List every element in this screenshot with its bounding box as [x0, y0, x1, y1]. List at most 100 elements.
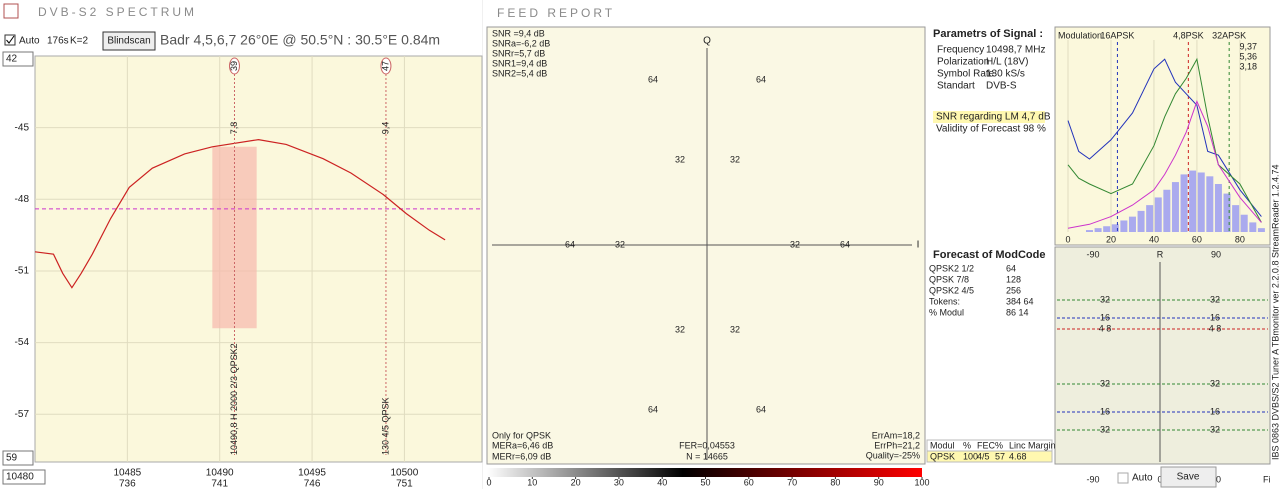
marker-level: 7,8 [229, 122, 239, 135]
phase-top-label: 90 [1211, 249, 1221, 259]
x-tick-label: 10500 [391, 468, 419, 479]
marker-label: 39 [229, 61, 239, 71]
auto-label: Auto [1132, 473, 1153, 484]
param-value: 130 kS/s [986, 69, 1025, 80]
level-label: 16 [1100, 312, 1110, 322]
feed-title: FEED REPORT [497, 6, 615, 20]
level-label: 4 8 [1209, 323, 1222, 333]
forecast-value: 384 64 [1006, 296, 1034, 306]
histogram-bar [1103, 226, 1111, 232]
color-scale [487, 468, 922, 477]
param-name: Frequency [937, 45, 984, 56]
level-label: 16 [1210, 312, 1220, 322]
snr-value: SNRr=5,7 dB [492, 48, 545, 58]
fer-value: N = 14665 [686, 451, 728, 461]
histogram-bar [1171, 182, 1179, 232]
table-cell: 100 [963, 451, 978, 461]
ring-label: 64 [648, 74, 658, 84]
spin-box[interactable] [2, 450, 34, 466]
level-label: 32 [1100, 294, 1110, 304]
spin-box[interactable] [2, 51, 34, 67]
scale-label: 40 [657, 477, 667, 487]
param-value: DVB-S [986, 81, 1017, 92]
phase-bottom-label: -90 [1086, 474, 1099, 484]
x-tick-label: 40 [1149, 234, 1159, 244]
x-tick-label: 10485 [113, 468, 141, 479]
qpsk-note: Only for QPSK [492, 430, 551, 440]
ring-label: 32 [675, 324, 685, 334]
histogram-bar [1120, 220, 1128, 232]
histogram-bar [1206, 176, 1214, 232]
i-label: I [917, 240, 920, 251]
reading: 9,37 [1239, 41, 1257, 51]
snr-value: SNR =9,4 dB [492, 28, 545, 38]
param-name: Polarization [937, 57, 989, 68]
spectrum-plot [34, 55, 483, 463]
app-icon [3, 3, 19, 19]
forecast-name: QPSK2 1/2 [929, 263, 974, 273]
forecast-value: 256 [1006, 285, 1021, 295]
spin-value: 59 [6, 453, 18, 464]
mode-label: 16APSK [1100, 30, 1134, 40]
blindscan-button[interactable] [102, 31, 156, 51]
y-tick-label: -57 [15, 409, 30, 420]
modulation-line [1067, 100, 1262, 229]
ring-label: 64 [756, 404, 766, 414]
table-row-bg [926, 450, 1053, 463]
auto-checkbox[interactable] [1117, 472, 1129, 484]
channel-label: 741 [211, 479, 228, 489]
phase-bottom-label: 0 [1157, 474, 1162, 484]
phase-top-label: -90 [1086, 249, 1099, 259]
title: DVB-S2 SPECTRUM [38, 5, 197, 19]
mer-value: MERa=6,46 dB [492, 440, 553, 450]
histogram-bar [1128, 216, 1136, 232]
x-tick-label: 10490 [206, 468, 234, 479]
histogram-bar [1232, 205, 1240, 232]
mode-label: 4,8PSK [1173, 30, 1204, 40]
forecast-name: QPSK2 4/5 [929, 285, 974, 295]
error-value: Quality=-25% [866, 450, 920, 460]
ring-label: 64 [840, 239, 850, 249]
forecast-value: 128 [1006, 274, 1021, 284]
ring-label: 32 [790, 239, 800, 249]
blindscan-label: Blindscan [107, 36, 150, 47]
forecast-value: 64 [1006, 263, 1016, 273]
phase-top-label: R [1157, 249, 1164, 259]
param-name: Symbol Rate [937, 69, 995, 80]
reading: 5,36 [1239, 51, 1257, 61]
modulation-label: Modulation: [1058, 30, 1105, 40]
table-header: % [995, 440, 1003, 450]
check [6, 35, 15, 44]
mer-value: MERr=6,09 dB [492, 451, 551, 461]
table-header: FEC [977, 440, 996, 450]
histogram-bar [1163, 189, 1171, 232]
scale-label: 60 [744, 477, 754, 487]
scale-label: 100 [914, 477, 929, 487]
ring-label: 32 [675, 154, 685, 164]
param-value: H/L (18V) [986, 57, 1028, 68]
validity: Validity of Forecast 98 % [936, 124, 1046, 135]
spin-box[interactable] [2, 469, 46, 485]
level-label: 32 [1210, 294, 1220, 304]
error-value: ErrAm=18,2 [872, 430, 920, 440]
channel-label: 736 [119, 479, 136, 489]
x-tick-label: 0 [1065, 234, 1070, 244]
save-button[interactable] [1160, 466, 1217, 488]
y-tick-label: -51 [15, 266, 30, 277]
param-name: Standart [937, 81, 975, 92]
histogram-bar [1214, 184, 1222, 232]
y-tick-label: -54 [15, 337, 30, 348]
scale-label: 70 [787, 477, 797, 487]
table-header: % [963, 440, 971, 450]
k-factor: K=2 [70, 36, 89, 47]
x-tick-label: 10495 [298, 468, 326, 479]
forecast-value: 86 14 [1006, 307, 1029, 317]
auto-checkbox[interactable] [4, 34, 16, 46]
x-tick-label: 20 [1106, 234, 1116, 244]
forecast-title: Forecast of ModCode [933, 249, 1045, 261]
table-cell: 57 [995, 451, 1005, 461]
level-label: 32 [1100, 424, 1110, 434]
param-value: 10498,7 MHz [986, 45, 1045, 56]
